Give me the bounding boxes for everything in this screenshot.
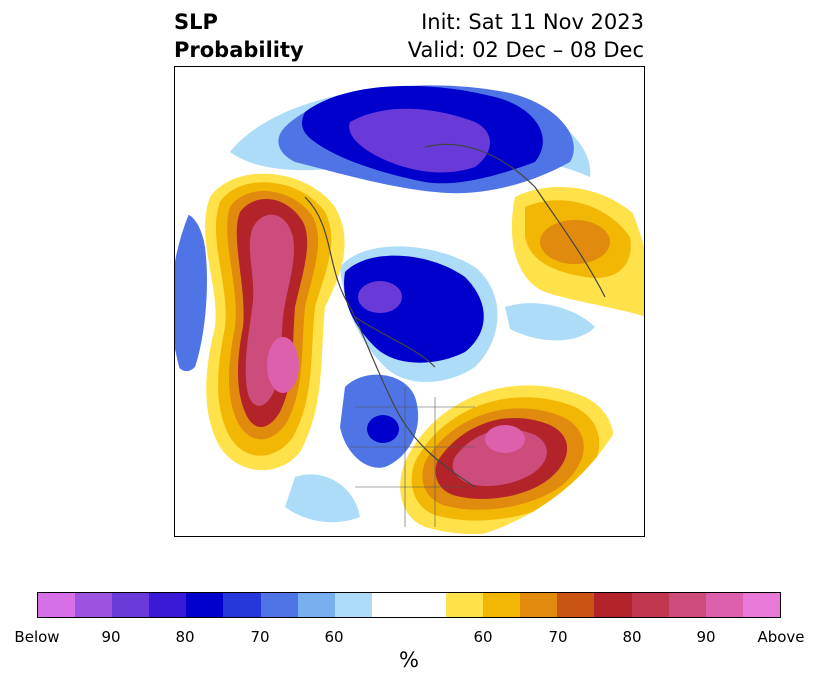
- colorbar-tick-label: 90: [696, 628, 716, 646]
- colorbar-tick-label: Above: [757, 628, 805, 646]
- colorbar-unit-label: %: [399, 648, 419, 672]
- colorbar-cell: [594, 593, 632, 617]
- colorbar-cell: [371, 593, 409, 617]
- colorbar-cell: [112, 593, 150, 617]
- map-canvas: [175, 85, 644, 535]
- colorbar-tick-label: 60: [473, 628, 493, 646]
- colorbar-cell: [223, 593, 261, 617]
- colorbar-cell: [408, 593, 447, 617]
- colorbar-cell: [75, 593, 113, 617]
- colorbar-cell: [260, 593, 298, 617]
- colorbar-cell: [631, 593, 669, 617]
- init-date: Init: Sat 11 Nov 2023: [421, 10, 644, 34]
- colorbar-cell: [668, 593, 706, 617]
- colorbar-cell: [297, 593, 335, 617]
- probability-map: [174, 66, 645, 537]
- valid-range: Valid: 02 Dec – 08 Dec: [407, 38, 644, 62]
- colorbar-tick-label: 70: [250, 628, 270, 646]
- title-metric: Probability: [174, 38, 304, 62]
- colorbar-cell: [186, 593, 224, 617]
- chart-title-right: Init: Sat 11 Nov 2023 Valid: 02 Dec – 08…: [408, 8, 644, 64]
- colorbar-cell: [334, 593, 372, 617]
- chart-title-left: SLP Probability: [174, 8, 304, 64]
- colorbar-cell: [705, 593, 743, 617]
- colorbar-cell: [557, 593, 595, 617]
- probability-colorbar: [37, 592, 781, 618]
- colorbar-cell: [520, 593, 558, 617]
- colorbar-cell: [483, 593, 521, 617]
- colorbar-tick-label: 90: [101, 628, 121, 646]
- colorbar-tick-label: 80: [622, 628, 642, 646]
- colorbar-cell: [149, 593, 187, 617]
- title-variable: SLP: [174, 10, 218, 34]
- colorbar-cell: [446, 593, 484, 617]
- colorbar-tick-label: 70: [548, 628, 568, 646]
- colorbar-tick-label: 80: [175, 628, 195, 646]
- colorbar-tick-label: Below: [14, 628, 60, 646]
- colorbar-tick-label: 60: [324, 628, 344, 646]
- colorbar-cell: [38, 593, 76, 617]
- colorbar-cell: [742, 593, 780, 617]
